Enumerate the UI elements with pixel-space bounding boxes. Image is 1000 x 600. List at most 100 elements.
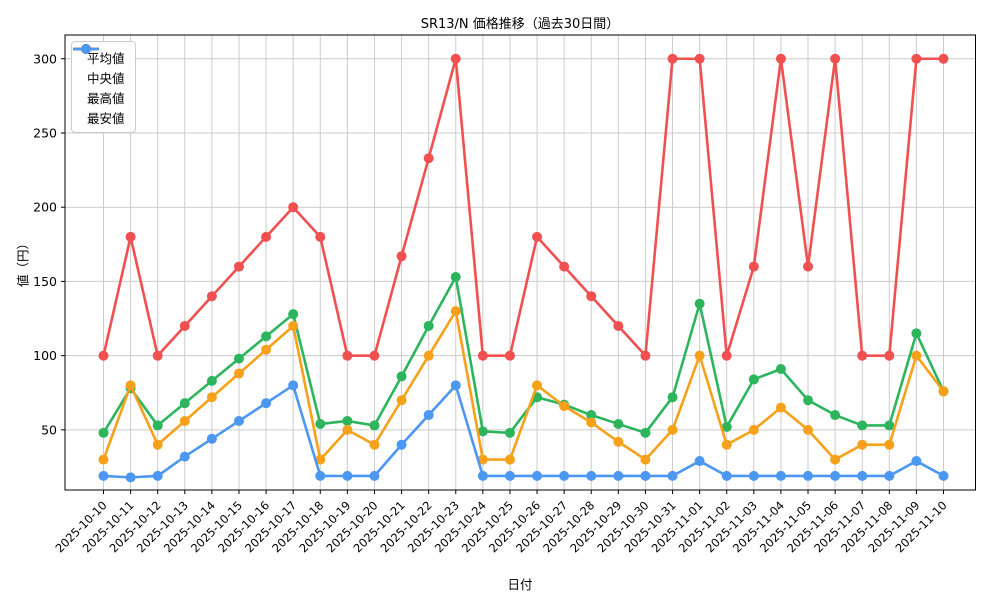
data-point — [477, 426, 488, 437]
data-point — [98, 470, 109, 481]
data-point — [586, 410, 597, 421]
data-point — [233, 415, 244, 426]
data-point — [586, 417, 597, 428]
data-point — [721, 421, 732, 432]
y-tick-label: 300 — [33, 51, 57, 66]
legend-item-min: 最安値 — [73, 44, 125, 127]
y-tick-label: 200 — [33, 200, 57, 215]
data-point — [884, 439, 895, 450]
x-tick-labels: 2025-10-102025-10-112025-10-122025-10-13… — [52, 498, 949, 555]
data-point — [667, 424, 678, 435]
data-point — [640, 454, 651, 465]
data-point — [315, 231, 326, 242]
data-point — [125, 231, 136, 242]
data-point — [775, 470, 786, 481]
data-point — [911, 328, 922, 339]
data-point — [559, 470, 570, 481]
data-point — [504, 427, 515, 438]
data-point — [261, 344, 272, 355]
series-line-avg — [102, 275, 945, 435]
data-point — [369, 470, 380, 481]
series-line-min — [102, 384, 945, 479]
legend-marker-min — [73, 44, 99, 54]
data-point — [857, 470, 868, 481]
data-point — [504, 470, 515, 481]
data-point — [911, 456, 922, 467]
data-point — [206, 291, 217, 302]
series-line-max — [102, 57, 945, 357]
data-point — [125, 472, 136, 483]
data-point — [98, 454, 109, 465]
data-point — [206, 392, 217, 403]
data-point — [830, 410, 841, 421]
data-point — [694, 350, 705, 361]
series-max — [98, 53, 949, 361]
data-point — [748, 374, 759, 385]
data-point — [803, 424, 814, 435]
data-point — [477, 470, 488, 481]
data-point — [694, 298, 705, 309]
data-point — [640, 470, 651, 481]
data-point — [261, 331, 272, 342]
data-point — [613, 470, 624, 481]
data-point — [315, 454, 326, 465]
data-point — [532, 231, 543, 242]
data-point — [477, 454, 488, 465]
data-point — [559, 261, 570, 272]
data-point — [884, 420, 895, 431]
data-point — [504, 454, 515, 465]
data-point — [775, 53, 786, 64]
data-point — [315, 470, 326, 481]
data-point — [477, 350, 488, 361]
data-point — [613, 418, 624, 429]
data-point — [803, 261, 814, 272]
data-point — [152, 439, 163, 450]
data-point — [803, 470, 814, 481]
data-point — [233, 353, 244, 364]
data-point — [532, 470, 543, 481]
data-point — [830, 53, 841, 64]
data-point — [396, 371, 407, 382]
data-point — [342, 350, 353, 361]
data-point — [206, 433, 217, 444]
data-point — [830, 454, 841, 465]
data-point — [396, 439, 407, 450]
data-point — [450, 53, 461, 64]
data-point — [938, 53, 949, 64]
data-point — [396, 395, 407, 406]
data-point — [586, 291, 597, 302]
y-tick-label: 100 — [33, 348, 57, 363]
data-point — [640, 350, 651, 361]
y-tick-label: 150 — [33, 274, 57, 289]
data-point — [423, 410, 434, 421]
y-axis-label: 値（円） — [15, 236, 31, 288]
legend: 平均値 中央値 最高値 最安値 — [71, 41, 136, 133]
data-point — [423, 153, 434, 164]
legend-label-median: 中央値 — [87, 70, 125, 86]
data-point — [586, 470, 597, 481]
data-point — [152, 470, 163, 481]
data-point — [179, 415, 190, 426]
data-point — [748, 424, 759, 435]
legend-label-avg: 平均値 — [87, 50, 125, 66]
data-point — [179, 320, 190, 331]
data-point — [450, 380, 461, 391]
data-point — [423, 320, 434, 331]
data-point — [911, 350, 922, 361]
data-point — [613, 320, 624, 331]
data-point — [179, 398, 190, 409]
data-point — [532, 380, 543, 391]
data-point — [884, 470, 895, 481]
data-point — [504, 350, 515, 361]
data-point — [884, 350, 895, 361]
y-tick-label: 50 — [41, 422, 57, 437]
data-point — [98, 427, 109, 438]
x-axis-label: 日付 — [507, 577, 533, 592]
data-point — [288, 202, 299, 213]
data-point — [423, 350, 434, 361]
data-point — [152, 350, 163, 361]
data-point — [613, 436, 624, 447]
data-point — [125, 380, 136, 391]
data-point — [396, 251, 407, 262]
